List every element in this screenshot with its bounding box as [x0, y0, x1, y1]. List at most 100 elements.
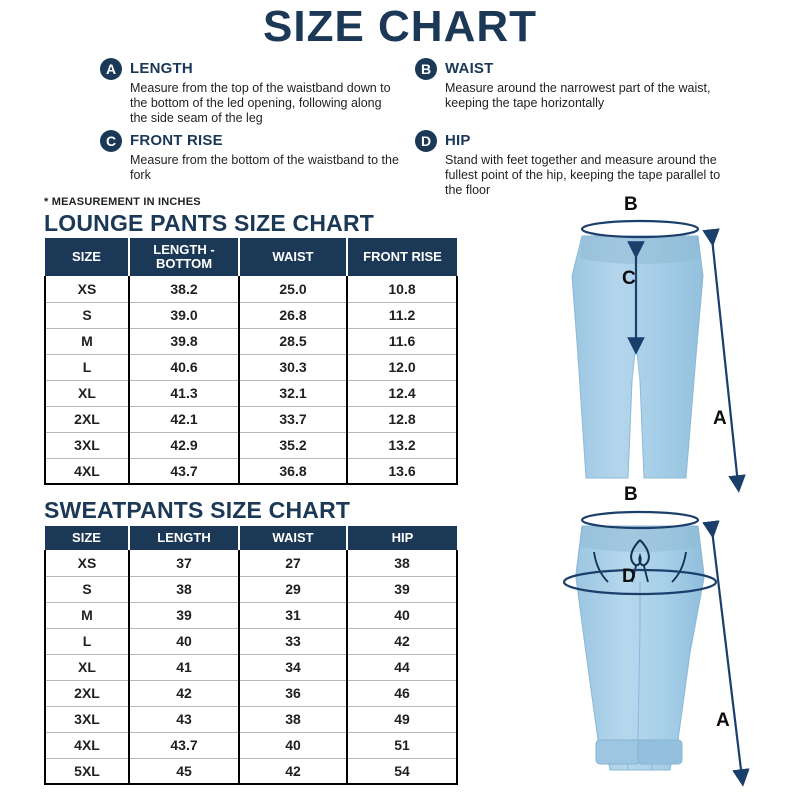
cell-value: 43	[128, 705, 239, 732]
table1-body: XS 38.2 25.0 10.8 S 39.0 26.8 11.2 M 39.8 28.5 11.6…	[44, 276, 458, 485]
legend-desc-waist: Measure around the narrowest part of the…	[445, 81, 711, 110]
cell-value: 13.2	[346, 431, 458, 458]
mark-label-c: C	[622, 268, 636, 289]
table-row: S 39.0 26.8 11.2	[44, 301, 458, 328]
mark-label-b: B	[624, 194, 638, 215]
length-arrow	[702, 228, 746, 493]
cell-size: 4XL	[44, 457, 129, 485]
lounge-pants-table-title: LOUNGE PANTS SIZE CHART	[44, 210, 375, 236]
lounge-pants-svg	[571, 219, 746, 493]
cell-value: 44	[346, 653, 458, 680]
badge-c-icon: C	[100, 130, 122, 152]
drawstring-icon	[630, 539, 650, 567]
table-row: 5XL 45 42 54	[44, 757, 458, 785]
col-header-size: SIZE	[45, 238, 130, 276]
jogger-pants-diagram: B D A	[520, 478, 800, 800]
table-row: M 39 31 40	[44, 601, 458, 628]
mark-label-a: A	[716, 710, 730, 731]
table-row: 2XL 42.1 33.7 12.8	[44, 405, 458, 432]
legend-head-c: C FRONT RISE	[100, 130, 400, 152]
table2-body: XS 37 27 38 S 38 29 39 M 39 31 40 L 40 33 42 XL 41 34 44 2XL…	[44, 550, 458, 785]
cell-size: 2XL	[44, 405, 129, 432]
legend-head-d: D HIP	[415, 130, 735, 152]
table-row: 2XL 42 36 46	[44, 679, 458, 706]
left-pocket	[593, 551, 609, 583]
col-header-size: SIZE	[45, 526, 130, 550]
cell-value: 46	[346, 679, 458, 706]
table-header-row: SIZE LENGTH - BOTTOM WAIST FRONT RISE	[45, 238, 457, 276]
cell-value: 49	[346, 705, 458, 732]
col-header-length: LENGTH - BOTTOM	[128, 238, 240, 276]
cell-value: 12.0	[346, 353, 458, 380]
badge-d-icon: D	[415, 130, 437, 152]
legend-title-length: LENGTH	[130, 60, 193, 77]
legend-title-hip: HIP	[445, 132, 471, 149]
cell-size: 3XL	[44, 705, 129, 732]
cell-size: 3XL	[44, 431, 129, 458]
cell-size: S	[44, 575, 129, 602]
cell-value: 27	[238, 550, 347, 576]
cell-value: 31	[238, 601, 347, 628]
cell-value: 35.2	[238, 431, 347, 458]
cell-value: 43.7	[128, 731, 239, 758]
table-header-row: SIZE LENGTH WAIST HIP	[45, 526, 457, 550]
cell-value: 42.9	[128, 431, 239, 458]
sweatpants-size-table: SIZE LENGTH WAIST HIP XS 37 27 38 S 38 29 39 M 39…	[44, 526, 458, 785]
cell-value: 13.6	[346, 457, 458, 485]
cell-value: 41	[128, 653, 239, 680]
cell-value: 39.8	[128, 327, 239, 354]
cell-value: 11.2	[346, 301, 458, 328]
cell-size: XL	[44, 653, 129, 680]
cell-value: 38	[238, 705, 347, 732]
cell-size: XL	[44, 379, 129, 406]
legend-item-length: A LENGTH Measure from the top of the wai…	[100, 58, 400, 126]
cell-value: 32.1	[238, 379, 347, 406]
col-header-waist: WAIST	[238, 238, 348, 276]
jogger-pants-svg	[562, 510, 750, 787]
sweatpants-table-title: SWEATPANTS SIZE CHART	[44, 497, 351, 523]
cell-value: 36	[238, 679, 347, 706]
lounge-pants-diagram: B C A	[520, 194, 800, 496]
cell-value: 38.2	[128, 276, 239, 302]
table-row: S 38 29 39	[44, 575, 458, 602]
right-pocket	[671, 551, 687, 583]
cell-size: XS	[44, 276, 129, 302]
legend-title-waist: WAIST	[445, 60, 494, 77]
cell-size: M	[44, 601, 129, 628]
length-arrow	[702, 520, 750, 787]
table-row: 3XL 42.9 35.2 13.2	[44, 431, 458, 458]
cell-value: 30.3	[238, 353, 347, 380]
cell-value: 45	[128, 757, 239, 785]
cell-value: 40	[238, 731, 347, 758]
left-cuff	[595, 739, 641, 765]
cell-value: 40	[128, 627, 239, 654]
col-header-front-rise: FRONT RISE	[346, 238, 457, 276]
legend-title-front-rise: FRONT RISE	[130, 132, 223, 149]
cell-size: L	[44, 627, 129, 654]
table-row: M 39.8 28.5 11.6	[44, 327, 458, 354]
cell-value: 42	[128, 679, 239, 706]
cell-size: L	[44, 353, 129, 380]
legend-item-hip: D HIP Stand with feet together and measu…	[415, 130, 735, 198]
cell-value: 39	[346, 575, 458, 602]
waist-measure-ellipse	[580, 219, 700, 239]
cell-value: 41.3	[128, 379, 239, 406]
cell-value: 12.4	[346, 379, 458, 406]
cell-size: S	[44, 301, 129, 328]
table1-head: SIZE LENGTH - BOTTOM WAIST FRONT RISE	[45, 238, 457, 276]
cell-value: 38	[128, 575, 239, 602]
legend-head-b: B WAIST	[415, 58, 735, 80]
cell-value: 51	[346, 731, 458, 758]
table-row: 4XL 43.7 40 51	[44, 731, 458, 758]
cell-value: 29	[238, 575, 347, 602]
waistband-shading	[580, 236, 700, 264]
legend-item-waist: B WAIST Measure around the narrowest par…	[415, 58, 735, 111]
table2-head: SIZE LENGTH WAIST HIP	[45, 526, 457, 550]
table-row: XL 41.3 32.1 12.4	[44, 379, 458, 406]
cell-size: 2XL	[44, 679, 129, 706]
cell-value: 40.6	[128, 353, 239, 380]
mark-label-d: D	[622, 566, 636, 587]
waist-measure-ellipse	[580, 510, 700, 530]
cell-value: 39	[128, 601, 239, 628]
cell-size: 5XL	[44, 757, 129, 785]
